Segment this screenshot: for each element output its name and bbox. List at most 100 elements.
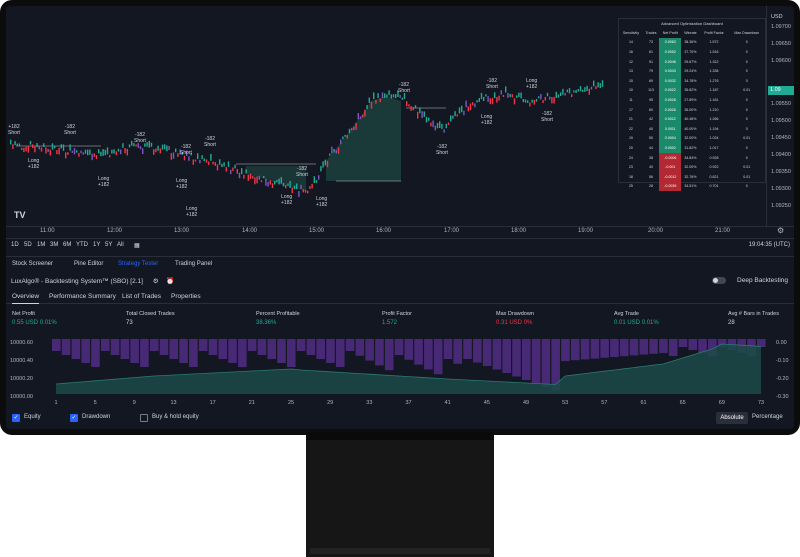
drawdown-bar — [267, 339, 277, 359]
candle — [568, 88, 571, 94]
equity-drawdown-plot[interactable]: 10000.60 10000.40 10000.20 10000.00 0.00 -0.1… — [6, 336, 794, 408]
timeframe-6m[interactable]: 6M — [63, 242, 72, 248]
settings-icon[interactable]: ⚙ — [152, 278, 159, 285]
deep-backtesting-toggle[interactable] — [712, 277, 726, 284]
drawdown-checkbox[interactable]: ✓ — [70, 414, 78, 422]
dashboard-cell: -0.0012 — [659, 171, 682, 182]
dashboard-cell: 60 — [649, 107, 654, 112]
drawdown-bar — [247, 339, 257, 351]
candle — [419, 107, 421, 114]
timeframe-1m[interactable]: 1M — [37, 242, 46, 248]
subtab-overview[interactable]: Overview — [12, 293, 40, 304]
candle — [258, 175, 260, 180]
candle — [329, 153, 331, 156]
candle — [474, 103, 476, 108]
candle — [335, 150, 337, 154]
price-chart[interactable]: TV +182 Short -182 Short Long +182 -182 Short -1… — [6, 6, 766, 226]
currency-label[interactable]: USD — [771, 14, 783, 20]
timeframe-ytd[interactable]: YTD — [76, 242, 88, 248]
settings-gear-icon[interactable]: ⚙ — [777, 226, 785, 235]
candle — [289, 180, 291, 188]
buyhold-checkbox[interactable] — [140, 414, 148, 422]
candle — [168, 146, 170, 150]
candle — [434, 125, 436, 131]
candle — [190, 152, 192, 156]
candle — [223, 162, 225, 167]
tab-trading-panel[interactable]: Trading Panel — [175, 261, 213, 267]
absolute-button[interactable]: Absolute — [716, 412, 748, 424]
candle — [582, 89, 584, 92]
timeframe-5y[interactable]: 5Y — [105, 242, 113, 248]
timeframe-1d[interactable]: 1D — [11, 242, 19, 248]
dashboard-cell: 38 — [649, 155, 654, 160]
candle — [401, 97, 403, 100]
candle — [445, 123, 447, 129]
dashboard-cell: 0.01 — [743, 174, 751, 179]
strategy-title[interactable]: LuxAlgo® - Backtesting System™ (SBO) [2.… — [11, 277, 175, 285]
candle — [131, 140, 133, 146]
drawdown-bar — [541, 339, 551, 387]
candle — [296, 183, 298, 190]
equity-axis-tick: 10000.00 — [10, 394, 33, 400]
candle — [98, 149, 100, 154]
candlestick-chart[interactable] — [6, 6, 766, 226]
drawdown-bar — [639, 339, 649, 355]
equity-x-tick: 65 — [680, 400, 686, 406]
strategy-subtabs: Overview Performance Summary List of Tra… — [6, 290, 794, 304]
price-axis[interactable]: USD 1.09700 1.09650 1.09600 1.09 1.09550… — [766, 6, 794, 226]
timeframe-5d[interactable]: 5D — [24, 242, 32, 248]
clock-timezone[interactable]: 19:04:35 (UTC) — [748, 242, 790, 248]
dashboard-cell: 1.276 — [709, 78, 719, 83]
calendar-icon[interactable]: ▦ — [134, 243, 140, 249]
dashboard-cell: 1.322 — [709, 59, 719, 64]
candle — [159, 148, 161, 154]
subtab-properties[interactable]: Properties — [171, 293, 201, 300]
candle — [586, 85, 588, 91]
time-axis[interactable]: 11:00 12:00 13:00 14:00 15:00 16:00 17:0… — [6, 226, 794, 238]
candle — [60, 144, 62, 149]
tab-strategy-tester[interactable]: Strategy Tester — [118, 261, 159, 267]
candle — [421, 111, 423, 119]
timeframe-all[interactable]: All — [117, 242, 124, 248]
candle — [395, 94, 397, 99]
tab-stock-screener[interactable]: Stock Screener — [12, 261, 54, 267]
candle — [406, 101, 408, 107]
strategy-name: LuxAlgo® - Backtesting System™ (SBO) [2.… — [11, 278, 143, 285]
alarm-icon[interactable]: ⏰ — [166, 278, 175, 285]
candle — [179, 149, 181, 155]
dashboard-cell: 0.821 — [709, 174, 719, 179]
dashboard-cell: 0 — [745, 59, 748, 64]
drawdown-bar — [198, 339, 208, 351]
dashboard-cell: 61 — [649, 49, 654, 54]
candle — [509, 93, 511, 98]
percentage-button[interactable]: Percentage — [752, 414, 783, 420]
subtab-list-of-trades[interactable]: List of Trades — [122, 293, 162, 300]
tab-pine-editor[interactable]: Pine Editor — [74, 261, 104, 267]
drawdown-bar — [52, 339, 61, 351]
equity-x-tick: 5 — [94, 400, 97, 406]
time-tick: 17:00 — [444, 228, 460, 234]
dashboard-cell: 13 — [628, 69, 633, 74]
candle — [549, 96, 551, 100]
timeframe-3m[interactable]: 3M — [50, 242, 59, 248]
subtab-performance-summary[interactable]: Performance Summary — [49, 293, 116, 300]
candle — [192, 159, 194, 165]
buyhold-label: Buy & hold equity — [152, 414, 199, 420]
candle — [175, 148, 177, 153]
candle — [89, 149, 91, 155]
drawdown-bar — [208, 339, 218, 355]
app-screen: TV +182 Short -182 Short Long +182 -182 Short -1… — [6, 6, 794, 429]
candle — [14, 141, 16, 146]
drawdown-bar — [482, 339, 492, 366]
candle — [104, 149, 106, 156]
equity-line — [55, 343, 762, 385]
candle — [414, 105, 417, 108]
deep-backtesting-label[interactable]: Deep Backtesting — [737, 277, 788, 284]
dashboard-header-cell: Net Profit — [662, 30, 678, 35]
dashboard-cell: 0.0022 — [659, 85, 682, 96]
candle — [120, 149, 122, 155]
equity-chart[interactable]: 10000.60 10000.40 10000.20 10000.00 0.00 -0.1… — [6, 336, 794, 408]
candle — [49, 149, 51, 156]
equity-checkbox[interactable]: ✓ — [12, 414, 20, 422]
timeframe-1y[interactable]: 1Y — [93, 242, 101, 248]
